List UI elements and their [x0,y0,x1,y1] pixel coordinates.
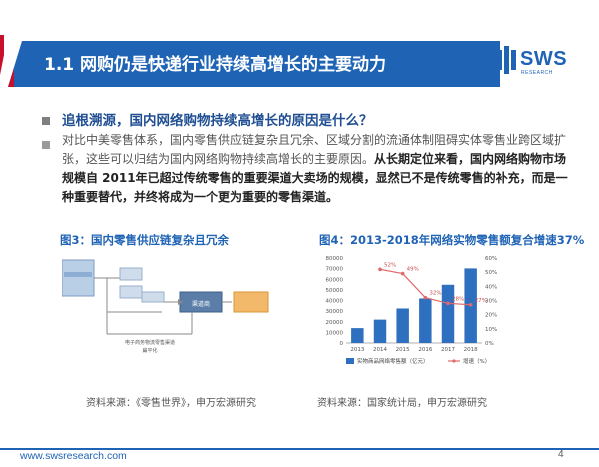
data-label: 28% [452,296,464,302]
supply-chain-diagram: 渠道商 电子商务物流零售渠道 扁平化 [62,259,269,354]
y-tick-label-left: 40000 [326,299,344,305]
growth-point [378,267,382,272]
x-tick-label: 2017 [441,347,455,353]
y-tick-label-right: 60% [485,256,497,262]
y-tick-label-left: 30000 [326,309,344,315]
logo-mark-icon [497,46,516,74]
data-label: 32% [429,291,441,297]
logo-subtext: RESEARCH [521,70,553,76]
arrow-head-icon [178,299,183,305]
y-tick-label-left: 80000 [326,256,344,262]
growth-point [468,302,473,307]
footer-url: www.swsresearch.com [20,450,127,462]
bar [419,298,432,343]
y-tick-label-left: 0 [340,341,344,347]
page-title: 1.1 网购仍是快递行业持续高增长的主要动力 [44,55,387,75]
legend-marker [452,359,456,363]
figure3-caption: 图3：国内零售供应链复杂且冗余 [60,233,229,247]
y-tick-label-right: 10% [485,327,497,333]
data-label: 27% [475,298,487,304]
bullet-square-icon [42,117,50,125]
diagram-consumer-box [233,291,269,313]
legend-label: 实物商品网络零售额（亿元） [357,357,429,365]
bar [396,308,409,343]
x-tick-label: 2018 [464,347,478,353]
x-tick-label: 2013 [350,347,364,353]
growth-point [400,271,405,276]
x-tick-label: 2014 [373,347,387,353]
page-number: 4 [558,449,564,460]
x-tick-label: 2015 [396,347,410,353]
y-tick-label-right: 40% [485,284,497,290]
growth-point [446,301,450,306]
y-tick-label-left: 50000 [326,288,344,294]
diagram-box [141,291,165,303]
paragraph-highlight: 从长期定位来看，国内网络购物市场规模自 2011年已超过传统零售的重要渠道大卖场… [62,152,568,204]
diagram-box [119,285,143,299]
online-retail-chart: 0 10000 20000 30000 40000 50000 60000 70000 8000… [326,256,498,365]
growth-point [423,295,428,300]
bar [373,319,387,343]
y-tick-label-right: 50% [485,270,497,276]
y-tick-label-left: 60000 [326,277,344,283]
diagram-label: 渠道商 [192,300,210,308]
y-tick-label-left: 20000 [326,320,344,326]
diagram-box-fill [64,272,92,277]
data-label: 49% [407,267,419,273]
body-paragraph: 对比中美零售体系，国内零售供应链复杂且冗余、区域分割的流通体制阻碍实体零售业跨区… [62,131,568,207]
footer-divider [0,448,599,450]
y-tick-label-right: 0% [485,341,494,347]
diagram-box [119,267,143,281]
bullet-square-icon [42,141,50,149]
y-tick-label-right: 20% [485,313,497,319]
data-label: 52% [384,262,396,268]
title-bar-shape [0,35,500,87]
title-bar [0,35,599,95]
bar [351,328,364,343]
paragraph-text: 对比中美零售体系，国内零售供应链复杂且冗余、区域分割的流通体制阻碍实体零售业跨区… [62,133,567,166]
section-subtitle: 追根溯源，国内网络购物持续高增长的原因是什么？ [62,113,373,129]
sws-logo [497,46,577,82]
figure4-source: 资料来源：国家统计局，申万宏源研究 [317,398,487,409]
bar [441,284,455,343]
diagram-label: 电子商务物流零售渠道 [125,339,175,346]
logo-text: SWS [520,48,568,70]
legend-swatch-bar [346,358,354,364]
figure4-caption: 图4：2013-2018年网络实物零售额复合增速37% [319,233,585,247]
legend-label: 增速（%） [463,357,490,365]
y-tick-label-right: 30% [485,299,497,305]
y-tick-label-left: 10000 [326,330,344,336]
diagram-box [62,259,95,297]
diagram-label: 扁平化 [142,347,157,354]
y-tick-label-left: 70000 [326,267,344,273]
x-tick-label: 2016 [418,347,432,353]
figure3-source: 资料来源：《零售世界》，申万宏源研究 [86,398,256,409]
